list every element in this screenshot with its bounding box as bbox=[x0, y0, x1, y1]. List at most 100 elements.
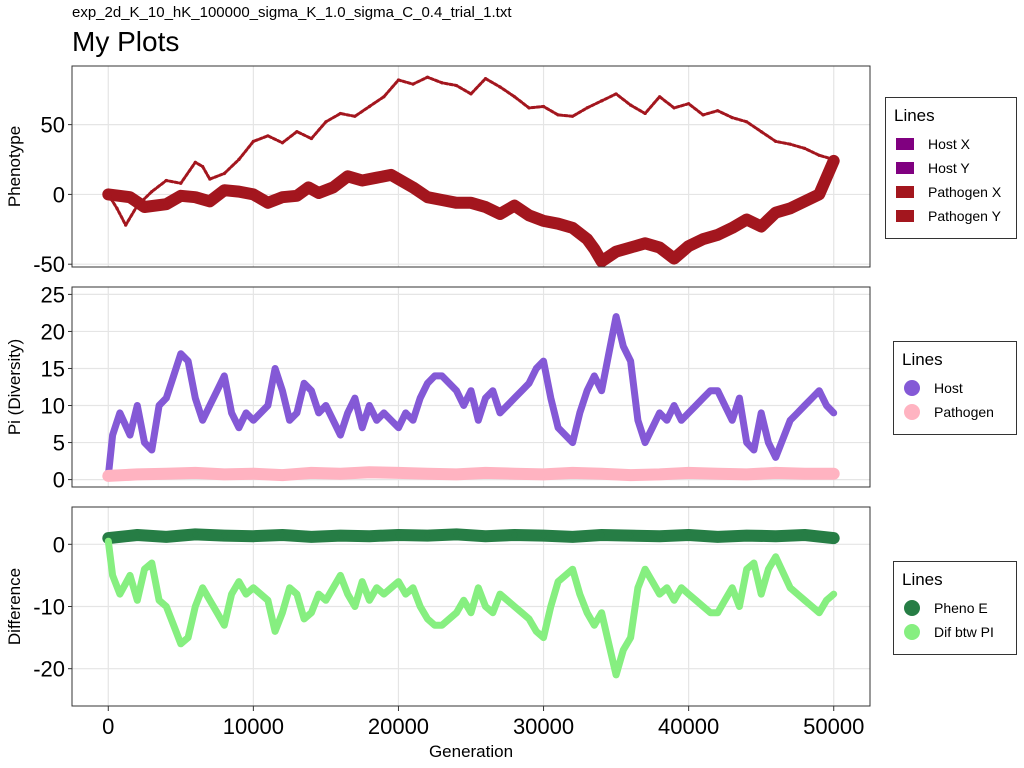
data-point bbox=[337, 432, 344, 439]
data-point bbox=[613, 248, 620, 255]
data-point bbox=[787, 205, 794, 212]
data-point bbox=[127, 432, 134, 439]
data-point bbox=[504, 597, 511, 604]
data-point bbox=[272, 365, 279, 372]
data-point bbox=[482, 469, 489, 476]
data-point bbox=[830, 535, 837, 542]
data-point bbox=[193, 160, 197, 164]
data-point bbox=[315, 591, 322, 598]
data-point bbox=[672, 106, 676, 110]
data-point bbox=[301, 380, 308, 387]
data-point bbox=[816, 609, 823, 616]
data-point bbox=[272, 628, 279, 635]
data-point bbox=[569, 224, 576, 231]
data-point bbox=[627, 358, 634, 365]
data-point bbox=[148, 446, 155, 453]
data-point bbox=[569, 533, 576, 540]
data-point bbox=[192, 531, 199, 538]
data-point bbox=[453, 199, 460, 206]
data-point bbox=[366, 469, 373, 476]
data-point bbox=[649, 424, 656, 431]
data-point bbox=[743, 216, 750, 223]
data-point bbox=[511, 395, 518, 402]
data-point bbox=[656, 244, 663, 251]
data-point bbox=[642, 439, 649, 446]
data-point bbox=[692, 402, 699, 409]
data-point bbox=[293, 591, 300, 598]
data-point bbox=[758, 223, 765, 230]
data-point bbox=[402, 409, 409, 416]
data-point bbox=[206, 597, 213, 604]
data-point bbox=[701, 113, 705, 117]
data-point bbox=[729, 584, 736, 591]
data-point bbox=[134, 471, 141, 478]
data-point bbox=[322, 402, 329, 409]
data-point bbox=[351, 603, 358, 610]
x-tick-label: 10000 bbox=[223, 714, 284, 739]
data-point bbox=[409, 184, 416, 191]
data-point bbox=[547, 603, 554, 610]
data-point bbox=[221, 622, 228, 629]
legend-label: Host Y bbox=[928, 160, 970, 176]
data-point bbox=[598, 470, 605, 477]
legend-item: Pathogen bbox=[894, 400, 1016, 424]
data-point bbox=[177, 640, 184, 647]
data-point bbox=[729, 224, 736, 231]
data-point bbox=[765, 566, 772, 573]
data-point bbox=[105, 472, 112, 479]
data-point bbox=[250, 191, 257, 198]
data-point bbox=[663, 584, 670, 591]
data-point bbox=[576, 591, 583, 598]
data-point bbox=[395, 578, 402, 585]
data-point bbox=[772, 533, 779, 540]
data-point bbox=[541, 104, 546, 109]
data-point bbox=[772, 209, 779, 216]
data-point bbox=[569, 469, 576, 476]
y-axis: 0 5 10 15 20 25 bbox=[41, 282, 72, 493]
data-point bbox=[714, 609, 721, 616]
data-point bbox=[685, 243, 692, 250]
data-point bbox=[440, 81, 444, 85]
data-point bbox=[585, 106, 589, 110]
data-point bbox=[511, 470, 518, 477]
data-point bbox=[150, 190, 154, 194]
data-point bbox=[163, 201, 170, 208]
data-point bbox=[707, 609, 714, 616]
difference-panel: -20 -10 0 Difference bbox=[5, 506, 871, 707]
data-point bbox=[759, 130, 763, 134]
data-point bbox=[388, 417, 395, 424]
series-pathogen-y bbox=[106, 75, 836, 227]
data-point bbox=[634, 417, 641, 424]
y-tick-label: -50 bbox=[33, 252, 65, 277]
data-point bbox=[591, 245, 598, 252]
data-point bbox=[482, 533, 489, 540]
diversity-panel: 0 5 10 15 20 25 Pi (Diversity) bbox=[5, 282, 871, 493]
data-point bbox=[293, 192, 300, 199]
data-point bbox=[250, 470, 257, 477]
data-point bbox=[540, 217, 547, 224]
data-point bbox=[772, 553, 779, 560]
data-point bbox=[431, 622, 438, 629]
data-point bbox=[569, 439, 576, 446]
data-point bbox=[489, 387, 496, 394]
data-point bbox=[758, 409, 765, 416]
legend-item: Pathogen Y bbox=[886, 204, 1016, 228]
data-point bbox=[482, 395, 489, 402]
data-point bbox=[627, 634, 634, 641]
data-point bbox=[555, 578, 562, 585]
panel-border bbox=[71, 65, 871, 268]
data-point bbox=[221, 532, 228, 539]
data-point bbox=[200, 164, 205, 169]
data-point bbox=[692, 597, 699, 604]
data-point bbox=[366, 402, 373, 409]
data-point bbox=[830, 470, 837, 477]
data-point bbox=[599, 99, 604, 103]
data-point bbox=[518, 609, 525, 616]
legend-item: Pathogen X bbox=[886, 180, 1016, 204]
data-point bbox=[235, 188, 242, 195]
data-point bbox=[105, 538, 112, 545]
data-point bbox=[750, 559, 757, 566]
data-point bbox=[424, 532, 431, 539]
data-point bbox=[337, 470, 344, 477]
